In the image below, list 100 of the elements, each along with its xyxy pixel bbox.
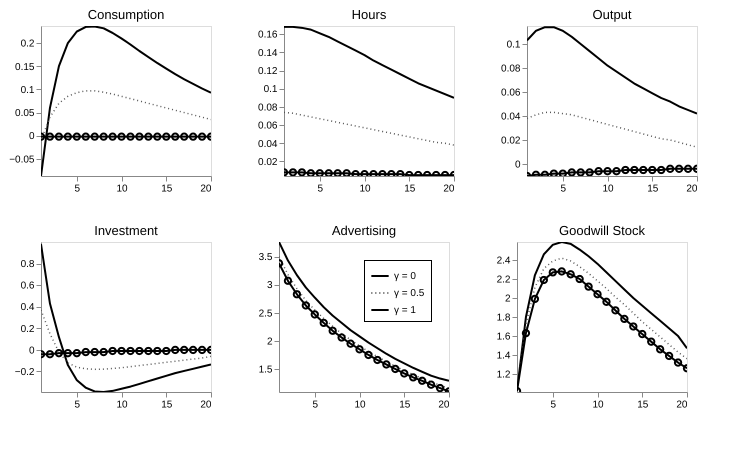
x-tick-label: 15 (161, 400, 173, 410)
y-tick-label: 2.2 (496, 274, 511, 286)
y-tick-label: 0.12 (258, 66, 278, 78)
y-tick-label: 0.14 (258, 48, 278, 59)
y-tick-label: 2 (266, 336, 273, 348)
y-tick-label: 0.04 (258, 138, 278, 150)
line-series (527, 26, 697, 115)
point (540, 276, 548, 284)
y-tick-label: 0.4 (20, 302, 35, 314)
x-tick-label: 15 (647, 184, 659, 194)
point (284, 276, 292, 285)
point (302, 301, 310, 310)
point (391, 364, 400, 374)
x-tick-label: 10 (116, 184, 128, 194)
x-tick-label: 5 (74, 184, 81, 194)
x-tick-label: 10 (602, 184, 614, 194)
y-tick-label: 1.2 (496, 369, 511, 380)
x-tick-label: 5 (312, 400, 319, 410)
y-tick-label: 0.8 (20, 259, 35, 270)
x-tick-label: 15 (161, 184, 173, 194)
y-tick-label: 0 (28, 345, 35, 356)
y-tick-label: −0.05 (9, 154, 35, 166)
legend-label: γ = 1 (394, 305, 416, 316)
point (593, 290, 602, 298)
point (674, 358, 682, 367)
point (409, 373, 418, 382)
y-tick-label: 0.1 (20, 84, 35, 96)
point (364, 350, 373, 360)
x-tick-label: 20 (438, 400, 450, 410)
point (664, 352, 674, 360)
y-tick-label: 2.4 (496, 256, 511, 267)
point (337, 333, 346, 342)
chart-title: Advertising (332, 223, 396, 238)
point (310, 310, 319, 319)
point (355, 345, 364, 354)
x-tick-label: 20 (443, 184, 455, 194)
x-tick-label: 15 (404, 184, 416, 194)
line-series (41, 309, 211, 370)
x-tick-label: 10 (359, 184, 372, 194)
line-series (284, 26, 454, 99)
point (320, 318, 328, 328)
y-tick-label: 0.08 (501, 64, 521, 74)
x-tick-label: 20 (200, 400, 212, 410)
x-tick-label: 5 (560, 184, 567, 194)
y-tick-label: −0.2 (14, 366, 35, 378)
legend-label: γ = 0.5 (394, 288, 425, 299)
x-tick-label: 10 (116, 400, 128, 410)
y-tick-label: 0.1 (264, 84, 278, 96)
point (530, 294, 540, 304)
point (436, 384, 444, 392)
point (548, 268, 557, 277)
x-tick-label: 5 (550, 400, 557, 410)
chart-title: Consumption (88, 7, 164, 22)
point (292, 290, 302, 298)
x-tick-label: 10 (354, 400, 366, 410)
x-tick-label: 15 (637, 400, 649, 410)
point (522, 328, 530, 338)
x-tick-label: 5 (318, 184, 324, 194)
point (620, 314, 629, 324)
point (584, 282, 593, 291)
y-tick-label: 0.2 (20, 38, 35, 50)
y-tick-label: 0.6 (20, 280, 35, 292)
x-tick-label: 10 (592, 400, 604, 410)
y-tick-label: 0.05 (15, 108, 35, 120)
chart-title: Investment (94, 223, 158, 238)
line-series (284, 112, 454, 146)
point (426, 380, 436, 389)
y-tick-label: 1.6 (496, 331, 511, 342)
x-tick-label: 20 (686, 184, 698, 194)
point (373, 356, 382, 364)
x-tick-label: 20 (200, 184, 212, 194)
y-tick-label: 3 (266, 280, 273, 292)
y-tick-label: 1.5 (258, 364, 273, 376)
y-tick-label: 0.2 (20, 324, 35, 335)
y-tick-label: 2 (504, 294, 511, 305)
point (328, 326, 337, 335)
y-tick-label: 0.04 (501, 112, 521, 122)
point (558, 267, 566, 276)
point (575, 274, 584, 284)
y-tick-label: 0.08 (258, 102, 278, 114)
y-tick-label: 0.02 (258, 156, 278, 168)
point (647, 338, 656, 346)
legend-label: γ = 0 (394, 271, 416, 282)
chart-title: Goodwill Stock (559, 223, 646, 238)
y-tick-label: 0.02 (501, 136, 521, 146)
point (629, 322, 638, 331)
point (602, 298, 611, 306)
y-tick-label: 0 (514, 160, 521, 170)
point (346, 340, 355, 348)
y-tick-label: 1.8 (496, 312, 511, 324)
point (382, 360, 391, 369)
y-tick-label: 0.1 (506, 40, 521, 50)
point (656, 345, 664, 354)
point (611, 306, 620, 315)
y-tick-label: 0.06 (258, 120, 278, 132)
line-series (527, 112, 697, 148)
point (638, 330, 646, 338)
y-tick-label: 0 (28, 131, 35, 142)
y-tick-label: 0.15 (15, 62, 35, 73)
y-tick-label: 0.16 (258, 30, 278, 41)
